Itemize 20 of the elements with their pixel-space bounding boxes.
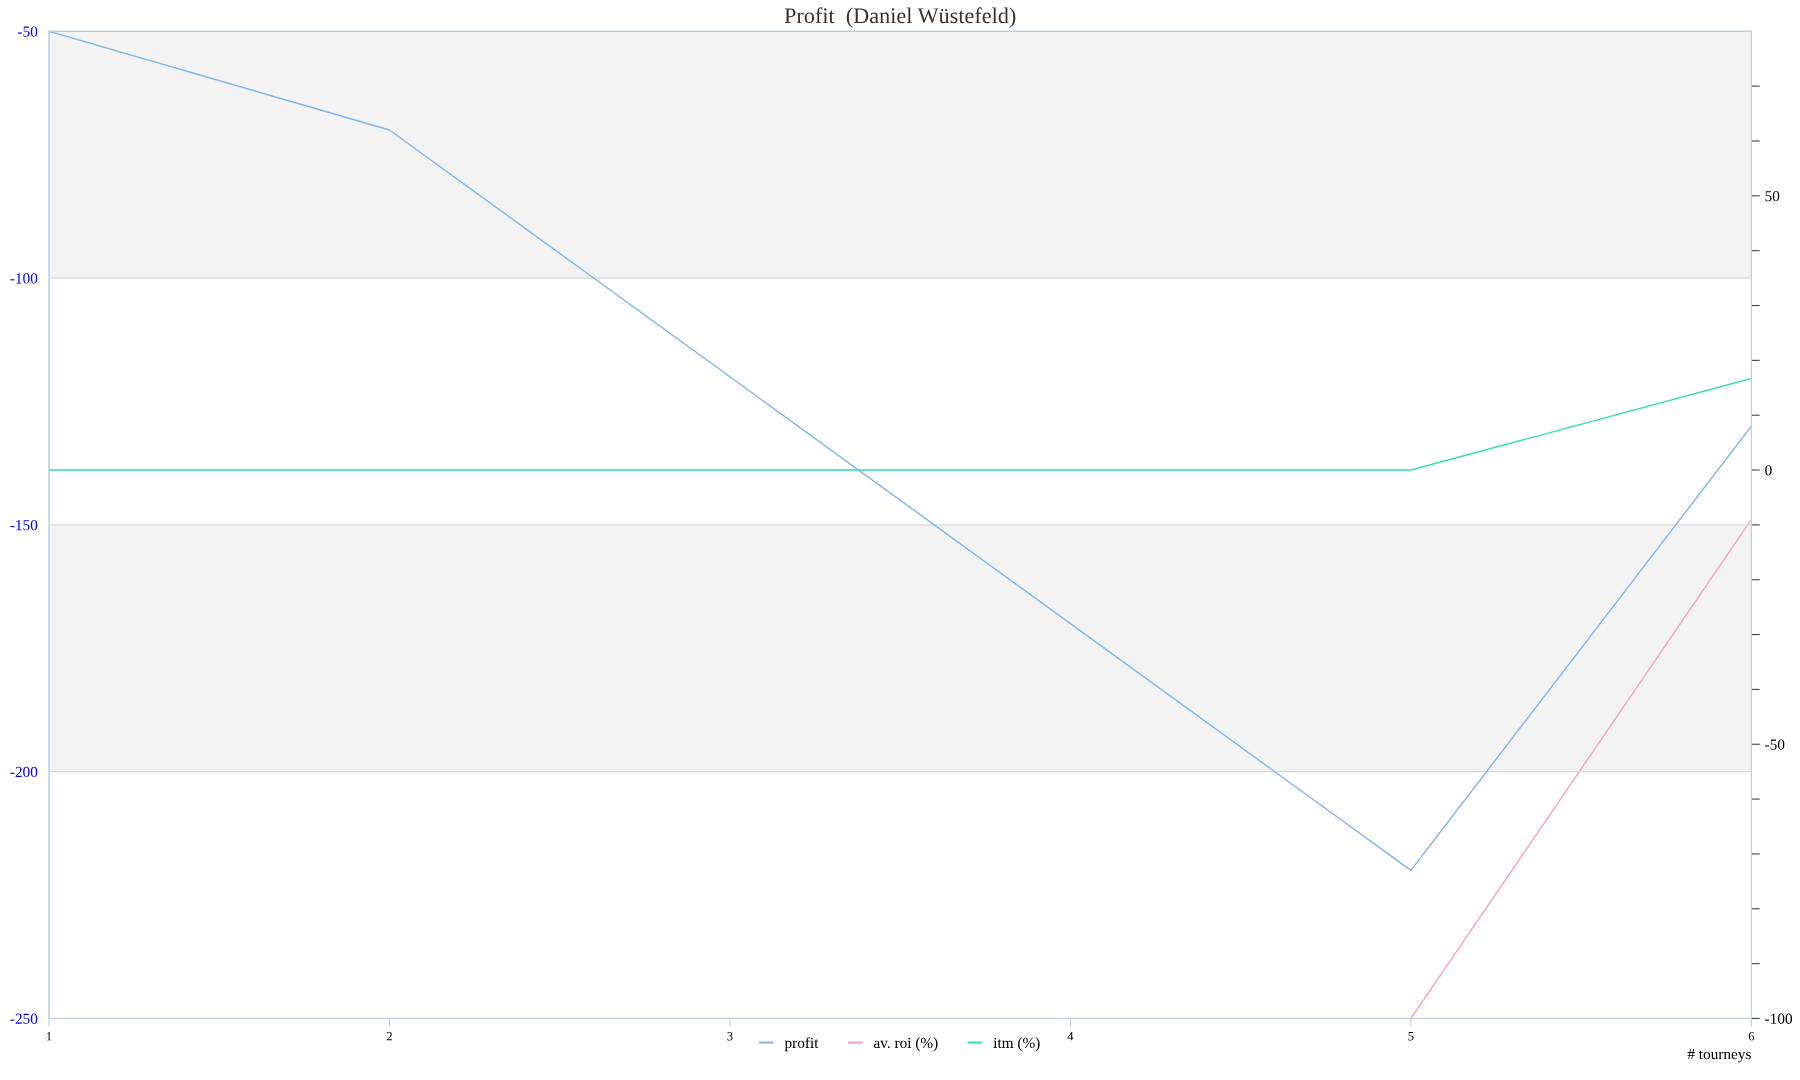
- legend-label: av. roi (%): [873, 1037, 938, 1052]
- y-tick-label: -100: [10, 273, 38, 284]
- y-tick-label: -200: [10, 766, 38, 778]
- y2-tick-label: 0: [1765, 465, 1772, 476]
- x-axis-title: # tourneys: [1687, 1049, 1751, 1063]
- x-tick-label: 6: [1748, 1032, 1755, 1041]
- x-tick-label: 1: [46, 1032, 52, 1041]
- legend-label: profit: [784, 1037, 819, 1052]
- y-tick-label: -150: [10, 520, 38, 531]
- x-tick-label: 5: [1408, 1032, 1414, 1041]
- chart-title: Profit (Daniel Wüstefeld): [784, 7, 1016, 28]
- y2-tick-label: 50: [1765, 190, 1780, 202]
- y2-tick-label: -100: [1765, 1013, 1793, 1024]
- y-tick-label: -250: [10, 1013, 38, 1024]
- y2-tick-label: -50: [1765, 739, 1785, 750]
- x-tick-label: 2: [386, 1032, 392, 1041]
- x-tick-label: 4: [1067, 1032, 1074, 1041]
- x-tick-label: 3: [727, 1032, 733, 1041]
- y-tick-label: -50: [18, 26, 38, 37]
- legend-label: itm (%): [993, 1037, 1040, 1052]
